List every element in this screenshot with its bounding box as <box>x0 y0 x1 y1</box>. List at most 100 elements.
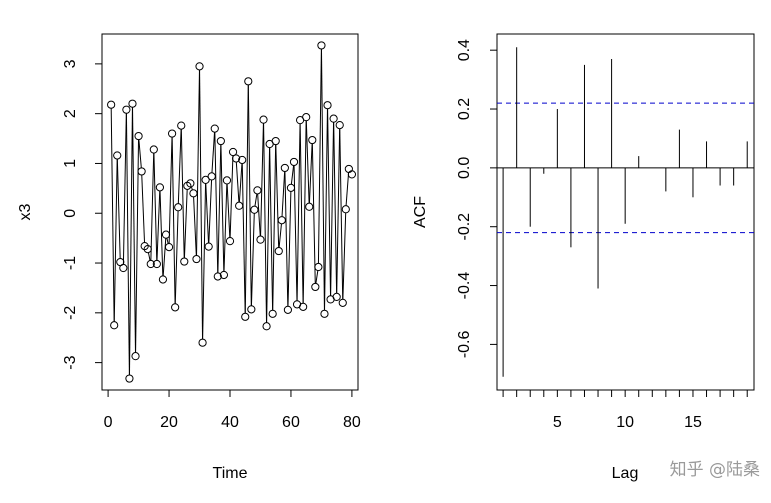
time-series-segment <box>168 137 173 244</box>
time-series-point <box>253 186 262 195</box>
time-series-point <box>305 202 314 211</box>
time-series-point <box>152 259 161 269</box>
time-series-panel: 0 20 40 60 80 -3 -2 -1 0 1 2 3 Time x3 <box>17 33 361 482</box>
time-series-segment <box>324 108 328 311</box>
acf-x-tick-label: 15 <box>684 414 702 431</box>
time-series-segment <box>327 108 332 296</box>
time-series-point <box>201 175 210 184</box>
time-series-line-group <box>107 41 357 383</box>
time-series-segment <box>336 128 341 294</box>
time-series-x-tick-label: 40 <box>221 414 239 431</box>
time-series-segment <box>308 143 313 204</box>
time-series-point <box>198 338 207 347</box>
time-series-segment <box>166 238 169 244</box>
time-series-segment <box>217 144 222 273</box>
time-series-segment <box>263 123 268 323</box>
time-series-y-axis-label: x3 <box>17 203 34 220</box>
time-series-point <box>192 254 201 264</box>
time-series-point <box>161 230 171 239</box>
time-series-x-tick-label: 60 <box>282 414 300 431</box>
time-series-segment <box>284 171 289 307</box>
time-series-point <box>347 170 357 179</box>
time-series-segment <box>223 183 228 272</box>
time-series-y-tick-label: 1 <box>62 159 79 168</box>
time-series-point <box>167 129 177 138</box>
time-series-segment <box>147 252 151 261</box>
time-series-point <box>143 244 152 254</box>
time-series-point <box>268 309 277 318</box>
time-series-segment <box>272 144 277 311</box>
time-series-point <box>250 205 259 214</box>
time-series-axes: 0 20 40 60 80 -3 -2 -1 0 1 2 3 <box>62 59 361 431</box>
time-series-point <box>140 242 149 251</box>
time-series-segment <box>250 213 255 306</box>
time-series-point <box>210 124 219 133</box>
time-series-x-tick-label: 20 <box>160 414 178 431</box>
time-series-point <box>338 298 347 307</box>
time-series-segment <box>113 159 118 322</box>
time-series-segment <box>171 137 176 304</box>
acf-y-tick-label: -0.2 <box>456 213 473 241</box>
time-series-segment <box>132 107 136 353</box>
time-series-point <box>225 237 235 246</box>
acf-y-axis-label: ACF <box>412 196 429 228</box>
time-series-point <box>146 259 155 269</box>
time-series-point <box>204 242 213 251</box>
time-series-segment <box>278 223 282 248</box>
time-series-point <box>274 246 283 256</box>
acf-y-tick-label: -0.6 <box>456 331 473 359</box>
time-series-segment <box>128 107 133 375</box>
acf-x-tick-label: 5 <box>553 414 562 431</box>
acf-axes: 5 10 15 -0.6 -0.4 -0.2 0.0 0.2 0.4 <box>456 39 748 431</box>
time-series-point <box>113 151 122 160</box>
time-series-segment <box>125 113 130 375</box>
time-series-point <box>247 305 256 314</box>
acf-x-tick-label: 10 <box>616 414 634 431</box>
time-series-point <box>341 205 350 214</box>
time-series-point <box>259 115 268 124</box>
time-series-segment <box>193 196 197 256</box>
time-series-segment <box>269 147 274 311</box>
time-series-x-axis-label: Time <box>213 465 248 482</box>
time-series-segment <box>257 193 261 237</box>
time-series-point <box>308 135 317 145</box>
time-series-point <box>228 147 238 157</box>
time-series-point <box>314 262 323 272</box>
time-series-segment <box>202 183 207 340</box>
acf-y-tick-label: 0.2 <box>456 98 473 120</box>
time-series-point <box>213 272 222 281</box>
time-series-segment <box>116 159 121 259</box>
time-series-point <box>119 263 128 273</box>
time-series-segment <box>190 186 193 191</box>
time-series-y-tick-label: 2 <box>62 109 79 118</box>
time-series-segment <box>315 270 319 284</box>
time-series-segment <box>299 123 304 304</box>
time-series-point <box>134 131 143 141</box>
time-series-segment <box>174 210 179 304</box>
time-series-point <box>122 105 131 114</box>
time-series-point <box>171 303 180 312</box>
time-series-segment <box>211 132 216 173</box>
time-series-segment <box>220 144 225 272</box>
time-series-segment <box>110 108 115 322</box>
time-series-point <box>131 352 140 361</box>
time-series-x-tick-label: 80 <box>343 414 361 431</box>
time-series-point <box>256 235 265 244</box>
time-series-segment <box>305 120 310 204</box>
time-series-segment <box>138 139 142 168</box>
time-series-point <box>125 374 134 383</box>
time-series-segment <box>196 69 200 256</box>
time-series-point <box>155 183 165 192</box>
acf-y-tick-label: 0.4 <box>456 39 473 61</box>
time-series-point <box>320 309 329 318</box>
time-series-point <box>277 216 286 225</box>
time-series-point <box>323 101 332 110</box>
time-series-segment <box>342 212 347 300</box>
time-series-point <box>311 282 320 292</box>
time-series-segment <box>247 84 252 306</box>
time-series-segment <box>333 122 338 294</box>
time-series-point <box>128 99 137 108</box>
time-series-segment <box>287 191 292 307</box>
time-series-segment <box>205 183 210 244</box>
time-series-point <box>241 312 250 321</box>
